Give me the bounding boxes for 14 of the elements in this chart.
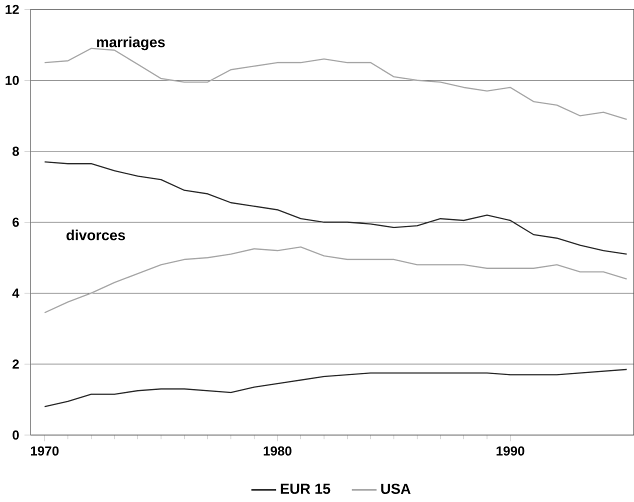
annotation: divorces <box>66 230 125 240</box>
y-tick-label: 8 <box>12 146 19 156</box>
x-tick-label: 1980 <box>264 446 292 456</box>
x-tick-label: 1990 <box>496 446 524 456</box>
y-tick-label: 12 <box>6 4 19 14</box>
x-tick-label: 1970 <box>30 446 59 456</box>
y-tick-label: 6 <box>12 218 19 227</box>
y-tick-label: 0 <box>12 430 19 440</box>
y-tick-label: 4 <box>12 288 20 298</box>
legend-label: EUR 15 <box>280 484 330 494</box>
annotation: marriages <box>97 36 165 50</box>
y-tick-label: 2 <box>12 360 19 369</box>
y-tick-label: 10 <box>6 76 19 86</box>
legend-label: USA <box>381 484 411 494</box>
